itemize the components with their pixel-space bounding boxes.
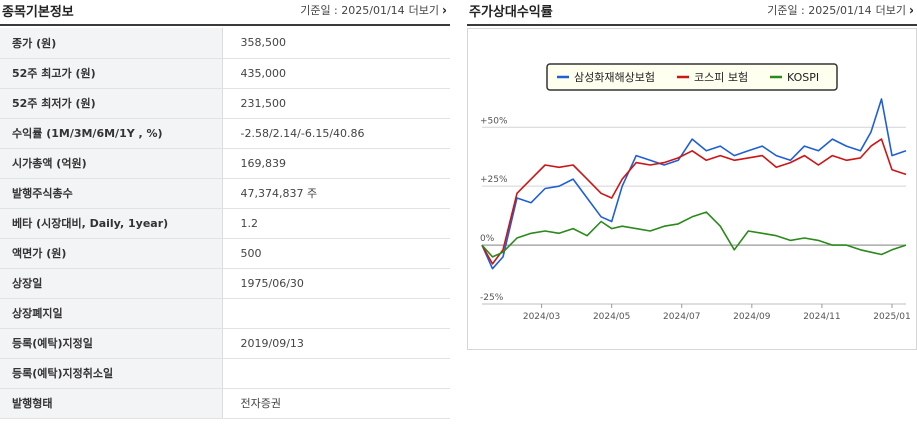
- info-row-label: 발행형태: [0, 388, 223, 419]
- y-tick-label: +50%: [480, 116, 508, 126]
- chevron-right-icon: ›: [442, 2, 447, 18]
- info-row: 52주 최고가 (원) 435,000: [0, 58, 450, 89]
- legend-entry: 코스피 보험: [694, 71, 748, 84]
- info-row-value: 231,500: [222, 88, 450, 119]
- info-row: 액면가 (원) 500: [0, 238, 450, 269]
- panel-title: 종목기본정보: [2, 4, 74, 20]
- y-tick-label: -25%: [480, 293, 504, 303]
- info-row: 종가 (원) 358,500: [0, 28, 450, 59]
- info-row-label: 액면가 (원): [0, 238, 223, 269]
- info-row-label: 등록(예탁)지정취소일: [0, 358, 223, 389]
- info-row-value: 47,374,837 주: [222, 178, 450, 209]
- info-row: 상장일 1975/06/30: [0, 268, 450, 299]
- more-label: 더보기: [875, 4, 907, 17]
- series-line-1: [481, 98, 907, 270]
- info-row-label: 상장폐지일: [0, 298, 223, 329]
- info-row-label: 52주 최저가 (원): [0, 88, 223, 119]
- base-date: 기준일 : 2025/01/14: [767, 4, 872, 17]
- info-row: 시가총액 (억원) 169,839: [0, 148, 450, 179]
- y-tick-label: +25%: [480, 175, 508, 185]
- more-label: 더보기: [408, 4, 440, 17]
- info-row-label: 52주 최고가 (원): [0, 58, 223, 89]
- info-row-value: 1.2: [222, 208, 450, 239]
- basic-info-header: 종목기본정보 기준일 : 2025/01/14 더보기 ›: [0, 0, 450, 26]
- info-row-value: [222, 358, 450, 389]
- info-row-value: 358,500: [222, 28, 450, 59]
- info-row-label: 시가총액 (억원): [0, 148, 223, 179]
- panel-title: 주가상대수익률: [469, 4, 553, 20]
- relative-return-chart: -25% 0% +25% +50% 2024/03 2024/05 2024/07 2024/…: [467, 28, 917, 350]
- info-row: 52주 최저가 (원) 231,500: [0, 88, 450, 119]
- info-row: 상장폐지일: [0, 298, 450, 329]
- info-row-value: 169,839: [222, 148, 450, 179]
- series-line-2: [481, 138, 907, 265]
- x-tick-label: 2024/11: [803, 312, 840, 322]
- basic-info-table: 종가 (원) 358,500 52주 최고가 (원) 435,000 52주 최저가 (…: [0, 28, 450, 419]
- chart-svg: -25% 0% +25% +50% 2024/03 2024/05 2024/07 2024/…: [480, 63, 911, 322]
- chevron-right-icon: ›: [909, 2, 914, 18]
- info-row-label: 수익률 (1M/3M/6M/1Y , %): [0, 118, 223, 149]
- info-row: 베타 (시장대비, Daily, 1year) 1.2: [0, 208, 450, 239]
- x-tick-label: 2024/07: [663, 312, 700, 322]
- info-row-value: 500: [222, 238, 450, 269]
- x-tick-label: 2024/05: [593, 312, 630, 322]
- x-tick-label: 2025/01: [873, 312, 910, 322]
- legend-entry: 삼성화재해상보험: [574, 70, 655, 84]
- info-row-value: -2.58/2.14/-6.15/40.86: [222, 118, 450, 149]
- relative-return-header: 주가상대수익률 기준일 : 2025/01/14 더보기 ›: [467, 0, 917, 26]
- info-row: 발행주식총수 47,374,837 주: [0, 178, 450, 209]
- legend-box: [546, 63, 838, 91]
- info-row-label: 종가 (원): [0, 28, 223, 59]
- info-row-label: 발행주식총수: [0, 178, 223, 209]
- info-row-label: 등록(예탁)지정일: [0, 328, 223, 359]
- x-tick-label: 2024/09: [733, 312, 771, 322]
- info-row-label: 베타 (시장대비, Daily, 1year): [0, 208, 223, 239]
- info-row: 발행형태 전자증권: [0, 388, 450, 419]
- header-right: 기준일 : 2025/01/14 더보기 ›: [767, 2, 917, 18]
- base-date: 기준일 : 2025/01/14: [300, 4, 405, 17]
- info-row: 등록(예탁)지정일 2019/09/13: [0, 328, 450, 359]
- info-row: 등록(예탁)지정취소일: [0, 358, 450, 389]
- info-row-value: 435,000: [222, 58, 450, 89]
- info-row-value: [222, 298, 450, 329]
- info-row-label: 상장일: [0, 268, 223, 299]
- info-row: 수익률 (1M/3M/6M/1Y , %) -2.58/2.14/-6.15/40…: [0, 118, 450, 149]
- more-link[interactable]: 더보기 ›: [876, 2, 914, 18]
- info-row-value: 2019/09/13: [222, 328, 450, 359]
- y-tick-label: 0%: [480, 234, 495, 244]
- info-row-value: 1975/06/30: [222, 268, 450, 299]
- header-right: 기준일 : 2025/01/14 더보기 ›: [300, 2, 450, 18]
- legend-entry: KOSPI: [787, 71, 819, 84]
- x-tick-label: 2024/03: [523, 312, 560, 322]
- series-line-3: [481, 211, 907, 258]
- basic-info-panel: 종목기본정보 기준일 : 2025/01/14 더보기 › 종가 (원) 358,…: [0, 0, 450, 428]
- relative-return-panel: 주가상대수익률 기준일 : 2025/01/14 더보기 › -25% 0% +25…: [467, 0, 917, 428]
- info-row-value: 전자증권: [222, 388, 450, 419]
- more-link[interactable]: 더보기 ›: [409, 2, 447, 18]
